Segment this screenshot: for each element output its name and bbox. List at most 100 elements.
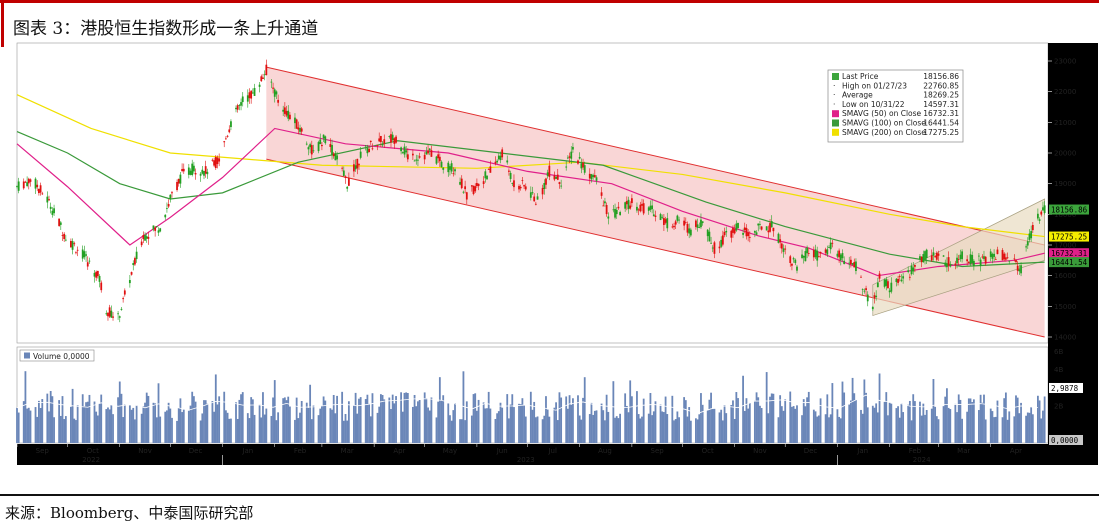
candle-body	[529, 192, 532, 198]
volume-bar	[684, 400, 687, 443]
volume-bar	[521, 398, 524, 443]
volume-bar	[123, 404, 126, 443]
candle-body	[159, 228, 162, 232]
candle-body	[979, 259, 982, 267]
volume-bar	[816, 416, 819, 443]
candle-body	[735, 223, 738, 231]
volume-bar	[166, 410, 168, 443]
volume-bar	[753, 400, 756, 443]
volume-bar	[64, 416, 67, 443]
volume-bar	[344, 413, 347, 443]
candle-body	[509, 172, 512, 179]
legend-label: SMAVG (100) on Close	[842, 119, 926, 128]
volume-bar	[593, 410, 596, 443]
volume-bar	[120, 393, 123, 443]
volume-bar	[496, 413, 499, 443]
volume-bar	[723, 405, 726, 443]
candle-body	[819, 251, 822, 254]
volume-bar	[135, 405, 138, 443]
candle-body	[770, 221, 773, 228]
volume-bar	[465, 401, 468, 443]
candle-body	[309, 144, 312, 148]
legend-value: 18269.25	[923, 91, 959, 100]
candle-body	[801, 254, 803, 259]
volume-bar	[157, 383, 160, 443]
candle-body	[897, 279, 899, 283]
volume-bar	[181, 412, 183, 443]
volume-bar	[555, 402, 557, 443]
volume-bar	[836, 409, 839, 443]
volume-bar	[263, 414, 266, 443]
volume-bar	[248, 418, 251, 443]
volume-bar	[671, 395, 674, 443]
volume-bar	[332, 394, 335, 443]
candle-body	[366, 148, 369, 154]
volume-bar	[300, 401, 303, 443]
candle-body	[614, 208, 616, 218]
candle-body	[1036, 213, 1039, 219]
candle-body	[924, 251, 926, 261]
candle-body	[523, 185, 525, 187]
volume-bar	[807, 391, 810, 443]
candle-body	[900, 279, 903, 282]
candle-body	[411, 153, 414, 156]
volume-bar	[956, 412, 958, 443]
volume-bar	[767, 413, 770, 443]
volume-bar	[1015, 395, 1017, 443]
candle-body	[772, 227, 775, 232]
candle-body	[310, 145, 313, 155]
candle-body	[580, 163, 583, 169]
volume-bar	[946, 388, 948, 443]
candle-body	[390, 134, 392, 143]
candle-body	[134, 258, 136, 265]
month-label: Jul	[547, 447, 557, 455]
candle-body	[1043, 205, 1046, 214]
volume-bar	[560, 397, 563, 443]
candle-body	[273, 89, 276, 97]
volume-bar	[177, 407, 180, 443]
month-label: Dec	[189, 447, 203, 455]
candle-body	[747, 232, 750, 237]
candle-body	[866, 294, 869, 302]
candle-body	[957, 259, 960, 260]
volume-bar	[900, 403, 903, 443]
candle-body	[496, 160, 499, 163]
candle-body	[546, 172, 549, 176]
volume-bar	[615, 416, 618, 443]
price-tick-label: 19000	[1054, 180, 1076, 188]
volume-bar	[105, 409, 108, 443]
candle-body	[878, 273, 881, 279]
candle-body	[814, 249, 817, 258]
volume-bar	[450, 420, 453, 443]
volume-bar	[147, 395, 150, 443]
volume-bar	[553, 407, 556, 443]
candle-body	[971, 254, 974, 264]
candle-body	[406, 154, 409, 160]
candle-body	[194, 173, 197, 175]
volume-bar	[922, 403, 925, 443]
volume-bar	[61, 396, 64, 443]
volume-bar	[100, 394, 103, 443]
legend-value: 17275.25	[923, 128, 959, 137]
candle-body	[742, 232, 744, 235]
volume-bar	[994, 416, 997, 443]
volume-bar	[743, 410, 746, 443]
volume-bar	[765, 372, 768, 443]
candle-body	[737, 222, 739, 229]
candle-body	[38, 188, 40, 194]
candle-body	[725, 230, 728, 233]
candle-body	[395, 136, 397, 143]
candle-body	[145, 236, 148, 239]
volume-bar	[194, 401, 197, 443]
candle-body	[437, 154, 440, 159]
candle-body	[641, 203, 643, 206]
candle-body	[224, 138, 227, 140]
volume-bar	[529, 391, 532, 443]
volume-bars	[16, 371, 1046, 443]
volume-bar	[661, 411, 664, 443]
candle-body	[701, 221, 704, 224]
candle-body	[956, 257, 958, 264]
volume-bar	[81, 394, 84, 443]
candle-body	[462, 191, 465, 193]
candle-body	[555, 176, 557, 179]
